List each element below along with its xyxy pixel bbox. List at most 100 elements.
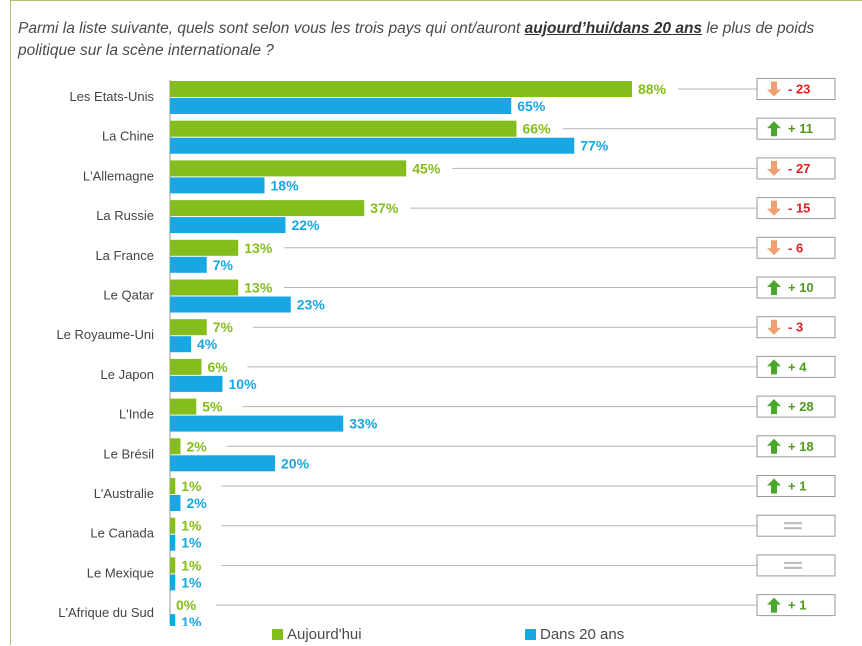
bar-today bbox=[170, 200, 365, 217]
bar-future bbox=[170, 455, 275, 472]
data-label-today: 0% bbox=[176, 597, 197, 613]
bar-future bbox=[170, 98, 512, 114]
bar-today bbox=[170, 239, 239, 256]
category-label: La Russie bbox=[96, 208, 154, 223]
arrow-up-icon bbox=[767, 399, 781, 415]
change-value: + 28 bbox=[788, 399, 814, 414]
frame-left-border bbox=[10, 0, 11, 645]
category-label: L'Australie bbox=[94, 486, 154, 501]
title-text-before: Parmi la liste suivante, quels sont selo… bbox=[18, 20, 525, 37]
arrow-up-icon bbox=[767, 359, 781, 375]
data-label-today: 37% bbox=[370, 200, 399, 216]
legend-swatch-today bbox=[272, 629, 283, 640]
arrow-up-icon bbox=[767, 438, 781, 454]
equal-sign-icon bbox=[784, 561, 802, 564]
bar-today bbox=[170, 478, 176, 494]
bar-future bbox=[170, 574, 176, 591]
question-title: Parmi la liste suivante, quels sont selo… bbox=[18, 18, 856, 62]
data-label-future: 65% bbox=[517, 98, 546, 114]
data-label-today: 1% bbox=[181, 557, 202, 573]
data-label-today: 2% bbox=[187, 438, 208, 454]
data-label-future: 33% bbox=[349, 416, 378, 432]
data-label-today: 1% bbox=[181, 478, 202, 494]
legend-item-future: Dans 20 ans bbox=[525, 626, 624, 643]
data-label-today: 45% bbox=[412, 160, 441, 176]
bar-today bbox=[170, 398, 197, 415]
bar-today bbox=[170, 279, 239, 296]
arrow-down-icon bbox=[767, 319, 781, 335]
data-label-future: 23% bbox=[297, 297, 326, 313]
bar-future bbox=[170, 256, 207, 273]
data-label-today: 66% bbox=[523, 121, 552, 137]
change-box bbox=[756, 514, 836, 537]
data-label-future: 77% bbox=[580, 138, 609, 154]
bar-future bbox=[170, 296, 291, 313]
change-value: + 11 bbox=[788, 121, 813, 136]
data-label-future: 20% bbox=[281, 455, 310, 471]
data-label-today: 13% bbox=[244, 240, 273, 256]
change-value: + 18 bbox=[788, 439, 814, 454]
category-label: Le Mexique bbox=[87, 565, 154, 580]
bar-future bbox=[170, 336, 191, 353]
frame-top-border bbox=[10, 0, 862, 1]
data-label-today: 1% bbox=[181, 518, 202, 534]
legend-swatch-future bbox=[525, 629, 536, 640]
bar-today bbox=[170, 557, 176, 574]
category-label: Le Qatar bbox=[103, 288, 154, 303]
category-label: L'Allemagne bbox=[83, 168, 154, 183]
equal-sign-icon bbox=[784, 566, 802, 569]
bar-future bbox=[170, 137, 575, 154]
bar-today bbox=[170, 438, 181, 455]
bar-future bbox=[170, 375, 223, 392]
data-label-future: 1% bbox=[181, 574, 202, 590]
data-label-future: 4% bbox=[197, 336, 218, 352]
data-label-future: 22% bbox=[292, 217, 321, 233]
arrow-down-icon bbox=[767, 81, 781, 97]
bar-future bbox=[170, 614, 176, 626]
data-label-today: 13% bbox=[244, 280, 273, 296]
arrow-down-icon bbox=[767, 240, 781, 256]
data-label-future: 1% bbox=[181, 535, 202, 551]
bar-today bbox=[170, 319, 207, 336]
change-value: - 3 bbox=[788, 320, 803, 335]
category-label: L'Inde bbox=[119, 407, 154, 422]
data-label-future: 10% bbox=[229, 376, 258, 392]
legend-item-today: Aujourd'hui bbox=[272, 626, 362, 643]
change-value: - 6 bbox=[788, 240, 803, 255]
data-label-future: 1% bbox=[181, 614, 202, 626]
arrow-down-icon bbox=[767, 200, 781, 216]
category-label: Le Canada bbox=[90, 526, 154, 541]
change-value: + 10 bbox=[788, 280, 814, 295]
change-value: + 1 bbox=[788, 598, 806, 613]
title-highlight: aujourd’hui/dans 20 ans bbox=[524, 20, 703, 37]
data-label-future: 18% bbox=[271, 177, 300, 193]
arrow-up-icon bbox=[767, 280, 781, 295]
category-label: Le Royaume-Uni bbox=[56, 327, 154, 342]
data-label-today: 7% bbox=[213, 319, 234, 335]
bar-chart: Les Etats-Unis 88% 65% - 23 La Chine 66% 77% + … bbox=[56, 78, 836, 626]
legend-label-future: Dans 20 ans bbox=[540, 626, 625, 643]
change-value: + 4 bbox=[788, 359, 807, 374]
change-value: - 27 bbox=[788, 161, 810, 176]
change-value: - 15 bbox=[788, 201, 810, 216]
legend-label-today: Aujourd'hui bbox=[287, 626, 362, 643]
title-text-after: le plus de poids politique sur la scène … bbox=[18, 20, 815, 59]
arrow-up-icon bbox=[767, 478, 781, 494]
bar-future bbox=[170, 534, 176, 551]
change-value: + 1 bbox=[788, 479, 806, 494]
bar-future bbox=[170, 495, 181, 511]
bar-today bbox=[170, 358, 202, 375]
category-label: Le Japon bbox=[101, 367, 155, 382]
category-label: L'Afrique du Sud bbox=[58, 605, 154, 620]
change-box bbox=[756, 554, 836, 577]
bar-future bbox=[170, 177, 265, 194]
arrow-up-icon bbox=[767, 597, 781, 613]
category-label: La France bbox=[95, 248, 154, 263]
data-label-future: 7% bbox=[213, 257, 234, 273]
category-label: Le Brésil bbox=[103, 446, 154, 461]
arrow-down-icon bbox=[767, 160, 781, 176]
bar-today bbox=[170, 120, 517, 137]
data-label-today: 88% bbox=[638, 81, 667, 97]
chart-legend: Aujourd'hui Dans 20 ans bbox=[0, 626, 862, 646]
bar-today bbox=[170, 160, 407, 177]
